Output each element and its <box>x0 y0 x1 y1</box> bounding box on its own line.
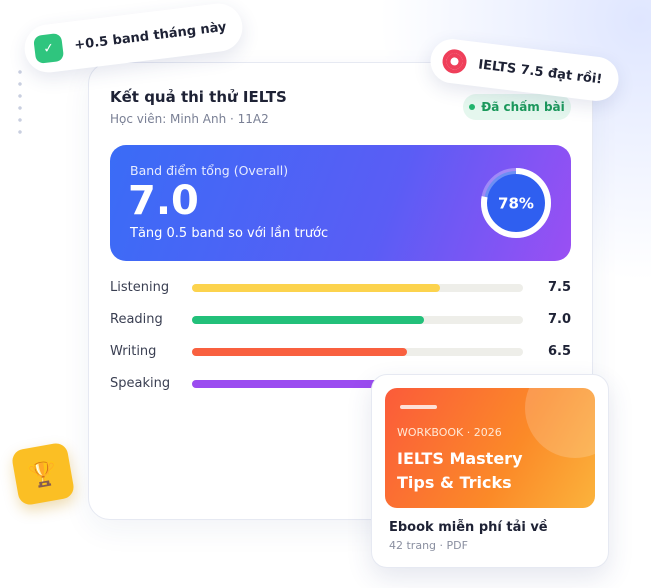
trophy-icon: 🏆 <box>10 441 76 507</box>
ebook-cover: WORKBOOK · 2026 IELTS Mastery Tips & Tri… <box>385 388 595 508</box>
cover-title: IELTS Mastery <box>397 449 523 468</box>
bar-track <box>192 348 523 356</box>
overall-note: Tăng 0.5 band so với lần trước <box>130 226 329 241</box>
skill-label: Writing <box>110 344 157 359</box>
skill-label: Speaking <box>110 376 171 391</box>
status-pill: Đã chấm bài <box>463 94 571 120</box>
ring-arc <box>481 168 551 238</box>
card-title: Kết quả thi thử IELTS <box>110 88 287 106</box>
skill-bar <box>192 348 408 356</box>
ebook-meta: 42 trang · PDF <box>389 539 468 552</box>
ebook-tag: WORKBOOK · 2026 <box>397 426 502 439</box>
bar-track <box>192 316 523 324</box>
skill-label: Listening <box>110 280 170 295</box>
ring-label: 78% <box>498 195 534 213</box>
badge-text: +0.5 band tháng này <box>73 19 228 53</box>
status: Đã chấm bài <box>481 100 565 114</box>
skill-label: Reading <box>110 312 163 327</box>
progress-ring: 78% <box>481 168 551 238</box>
skill-bar <box>192 284 441 292</box>
skill-score: 7.0 <box>547 312 571 327</box>
ebook-title: Ebook miễn phí tải về <box>389 520 548 535</box>
skill-bar <box>192 316 424 324</box>
cover-title: Tips & Tricks <box>397 473 512 492</box>
bar-track <box>192 284 523 292</box>
overall-label: Band điểm tổng (Overall) <box>130 163 289 178</box>
skill-bar <box>192 380 408 388</box>
skill-score: 6.5 <box>547 344 571 359</box>
overall-score: 7.0 <box>128 178 199 224</box>
dots <box>18 66 22 142</box>
bar-track <box>192 380 523 388</box>
skill-score: 7.5 <box>547 280 571 295</box>
badge-text: IELTS 7.5 đạt rồi! <box>477 56 604 87</box>
student: Học viên: Minh Anh · 11A2 <box>110 112 269 126</box>
